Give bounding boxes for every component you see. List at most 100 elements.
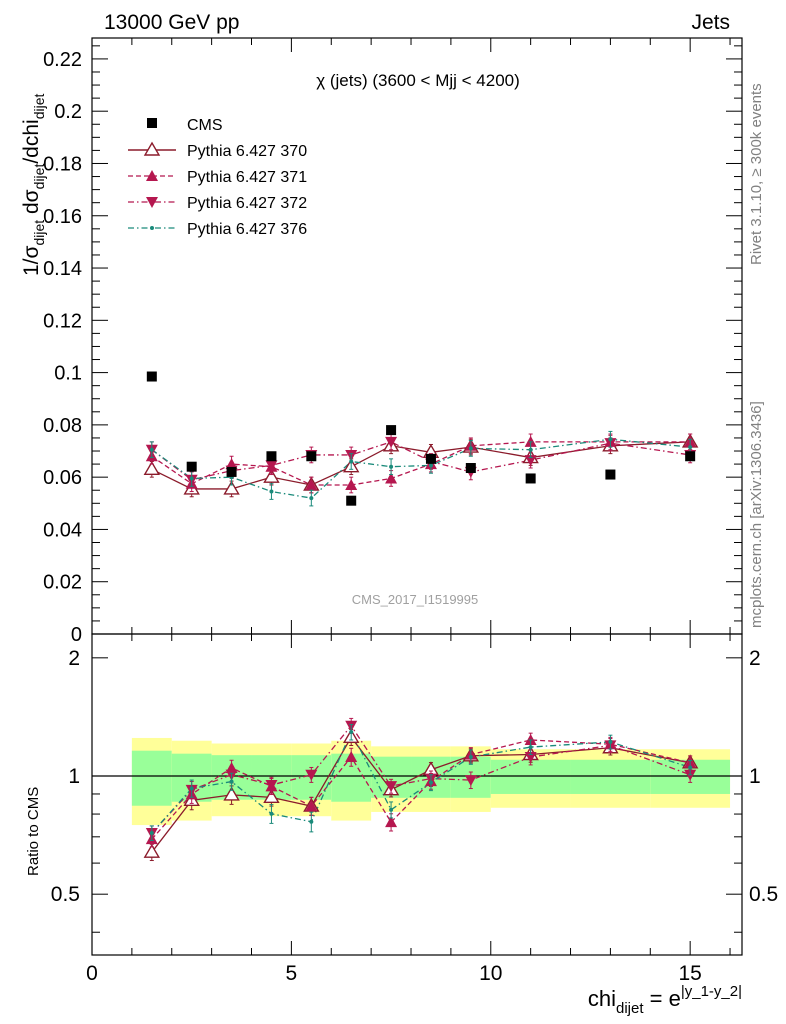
- y-tick-label: 0: [71, 624, 82, 646]
- legend-entry-370: Pythia 6.427 370: [128, 141, 307, 160]
- ratio-point: [189, 786, 194, 791]
- x-axis-label: chidijet = e|y_1-y_2|: [588, 983, 742, 1017]
- legend-marker-371: [146, 170, 158, 181]
- legend: CMS Pythia 6.427 370 Pythia 6.427 371 Py…: [128, 117, 307, 238]
- cms-point: [525, 473, 536, 484]
- data-point: [385, 472, 398, 484]
- data-point: [345, 479, 358, 490]
- ratio-point: [345, 751, 358, 763]
- cms-point: [186, 461, 197, 472]
- mcplots-label: mcplots.cern.ch [arXiv:1306.3436]: [748, 401, 765, 628]
- cms-point: [306, 451, 317, 462]
- legend-label-376: Pythia 6.427 376: [187, 221, 307, 238]
- legend-entry-cms: CMS: [147, 117, 223, 134]
- ratio-point: [389, 807, 394, 812]
- ratio-point: [688, 765, 693, 770]
- legend-label-370: Pythia 6.427 370: [187, 143, 307, 160]
- x-tick-label: 10: [479, 962, 502, 985]
- series-line-2: [151, 441, 691, 481]
- y-tick-label: 0.1: [54, 363, 82, 385]
- band-inner: [490, 759, 571, 794]
- ratio-series-line-2: [151, 724, 691, 834]
- ratio-point: [305, 800, 318, 812]
- ratio-point: [468, 754, 473, 759]
- ratio-series-line-1: [151, 739, 691, 840]
- ratio-point: [428, 780, 433, 785]
- axis-ticks: 0 5 10 15 0 0.02 0.04 0.06 0.08 0.1 0.12 0.14 0.16 0.…: [43, 38, 778, 985]
- ratio-tick-label: 1: [68, 765, 80, 788]
- plot-frames: [91, 37, 743, 956]
- ratio-point: [524, 752, 537, 764]
- data-point: [608, 437, 613, 442]
- legend-marker-372: [146, 197, 158, 208]
- data-point: [309, 496, 314, 501]
- y-tick-label: 0.22: [43, 49, 82, 71]
- ratio-point: [223, 786, 240, 801]
- legend-entry-371: Pythia 6.427 371: [128, 169, 307, 186]
- x-tick-label: 0: [86, 962, 98, 985]
- ratio-point: [349, 730, 354, 735]
- data-point: [149, 447, 154, 452]
- cms-point: [685, 451, 696, 462]
- cms-point: [266, 451, 277, 462]
- ratio-point: [608, 739, 613, 744]
- data-point: [269, 489, 274, 494]
- ratio-point: [528, 745, 533, 750]
- y-axis-label: 1/σdijet dσdijet/dchidijet: [20, 94, 47, 276]
- ratio-axis-label: Ratio to CMS: [25, 787, 42, 876]
- ratio-point: [149, 831, 154, 836]
- ratio-point: [305, 769, 318, 781]
- chart-marks: [143, 371, 699, 862]
- data-point: [189, 476, 194, 481]
- ratio-series-line-3: [151, 730, 691, 834]
- data-point: [389, 464, 394, 469]
- cms-point: [425, 453, 436, 464]
- ratio-series-line-0: [151, 736, 691, 853]
- data-point: [305, 479, 318, 490]
- legend-marker-cms: [147, 118, 157, 128]
- cms-point: [346, 495, 357, 506]
- series-line-0: [151, 441, 691, 490]
- data-point: [385, 436, 398, 448]
- data-point: [524, 455, 537, 467]
- y-tick-label: 0.16: [43, 206, 82, 228]
- y-tick-label: 0.18: [43, 153, 82, 175]
- ratio-point: [309, 819, 314, 824]
- y-tick-label: 0.12: [43, 310, 82, 332]
- data-point: [223, 480, 240, 495]
- ratio-point: [464, 775, 477, 787]
- x-tick-label: 15: [678, 962, 701, 985]
- ratio-point: [265, 780, 278, 792]
- series-line-1: [151, 441, 691, 486]
- data-point: [143, 460, 161, 476]
- legend-marker-376: [150, 226, 154, 230]
- data-point: [468, 446, 473, 451]
- cms-point: [386, 425, 397, 436]
- legend-entry-372: Pythia 6.427 372: [128, 195, 307, 212]
- y-tick-label: 0.04: [43, 519, 82, 541]
- series-line-3: [151, 438, 691, 499]
- ratio-point: [269, 811, 274, 816]
- legend-marker-370: [143, 141, 161, 156]
- cms-point: [226, 466, 237, 477]
- legend-label-372: Pythia 6.427 372: [187, 195, 307, 212]
- legend-entry-376: Pythia 6.427 376: [128, 221, 307, 238]
- header-right: Jets: [691, 11, 730, 34]
- data-point: [688, 445, 693, 450]
- series-lines: [151, 438, 691, 853]
- y-tick-label: 0.06: [43, 467, 82, 489]
- ratio-point: [229, 779, 234, 784]
- y-tick-label: 0.02: [43, 572, 82, 594]
- ratio-tick-label: 2: [68, 647, 80, 670]
- ratio-tick-label-right: 0.5: [749, 883, 778, 906]
- rivet-label: Rivet 3.1.10, ≥ 300k events: [748, 83, 765, 265]
- analysis-watermark: CMS_2017_I1519995: [352, 592, 479, 607]
- ratio-point: [385, 781, 398, 793]
- y-tick-label: 0.08: [43, 415, 82, 437]
- ratio-point: [263, 788, 280, 804]
- ratio-frame: [91, 633, 743, 956]
- data-point: [528, 447, 533, 452]
- data-point: [428, 463, 433, 468]
- ratio-point: [385, 816, 398, 828]
- y-tick-label: 0.14: [43, 258, 82, 280]
